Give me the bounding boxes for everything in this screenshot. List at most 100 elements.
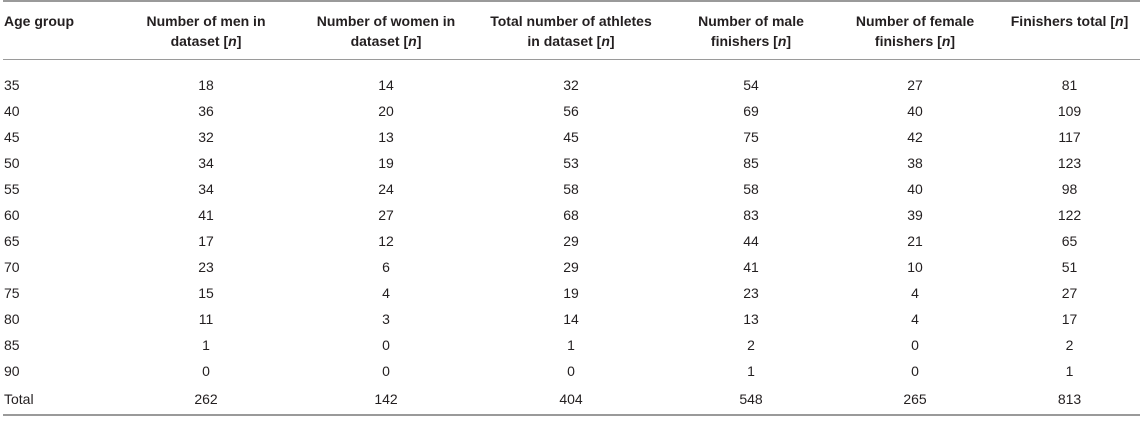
cell-men-in-dataset: 23: [198, 259, 214, 275]
header-women-in-dataset: Number of women in dataset [n]: [316, 13, 456, 49]
cell-female-finishers: 39: [907, 207, 923, 223]
cell-men-in-dataset: 262: [194, 391, 218, 407]
cell-female-finishers: 21: [907, 233, 923, 249]
cell-total-athletes: 32: [563, 77, 579, 93]
data-table: Age group Number of men in dataset [n] Nu…: [3, 0, 1140, 416]
cell-male-finishers: 23: [743, 285, 759, 301]
cell-women-in-dataset: 13: [378, 129, 394, 145]
cell-total-athletes: 29: [563, 233, 579, 249]
cell-women-in-dataset: 0: [382, 337, 390, 353]
cell-finishers-total: 65: [1061, 233, 1078, 249]
cell-men-in-dataset: 32: [198, 129, 214, 145]
table-row: 65 17 12 29 44 21 65: [3, 228, 1140, 254]
header-men-in-dataset: Number of men in dataset [n]: [146, 13, 266, 49]
cell-female-finishers: 4: [911, 285, 919, 301]
cell-age-group: 50: [4, 155, 20, 171]
cell-women-in-dataset: 27: [378, 207, 394, 223]
header-row: Age group Number of men in dataset [n] Nu…: [3, 1, 1140, 60]
cell-total-athletes: 404: [559, 391, 583, 407]
table-row: 75 15 4 19 23 4 27: [3, 280, 1140, 306]
cell-age-group: 90: [4, 363, 20, 379]
cell-finishers-total: 27: [1061, 285, 1078, 301]
cell-finishers-total: 122: [1057, 207, 1082, 223]
cell-women-in-dataset: 14: [378, 77, 394, 93]
cell-male-finishers: 13: [743, 311, 759, 327]
table-row: 60 41 27 68 83 39 122: [3, 202, 1140, 228]
cell-total-athletes: 56: [563, 103, 579, 119]
cell-age-group: 55: [4, 181, 20, 197]
cell-male-finishers: 83: [743, 207, 759, 223]
cell-men-in-dataset: 18: [198, 77, 214, 93]
cell-age-group: 70: [4, 259, 20, 275]
cell-age-group: 65: [4, 233, 20, 249]
table-row: 85 1 0 1 2 0 2: [3, 332, 1140, 358]
cell-men-in-dataset: 36: [198, 103, 214, 119]
cell-total-athletes: 1: [567, 337, 575, 353]
cell-women-in-dataset: 19: [378, 155, 394, 171]
table-row: 50 34 19 53 85 38 123: [3, 150, 1140, 176]
cell-men-in-dataset: 41: [198, 207, 214, 223]
cell-age-group: 85: [4, 337, 20, 353]
table-row: 35 18 14 32 54 27 81: [3, 72, 1140, 98]
cell-total-athletes: 19: [563, 285, 579, 301]
table-row: 55 34 24 58 58 40 98: [3, 176, 1140, 202]
cell-men-in-dataset: 11: [198, 311, 214, 327]
cell-finishers-total: 81: [1061, 77, 1078, 93]
cell-age-group: 35: [4, 77, 20, 93]
header-age-group: Age group: [4, 13, 74, 29]
cell-finishers-total: 51: [1061, 259, 1078, 275]
cell-male-finishers: 58: [743, 181, 759, 197]
header-female-finishers: Number of female finishers [n]: [855, 13, 975, 49]
table-body: 35 18 14 32 54 27 81 40 36 20 56 69 40 109 45 32 13 45 75 4…: [3, 60, 1140, 415]
cell-women-in-dataset: 0: [382, 363, 390, 379]
cell-female-finishers: 38: [907, 155, 923, 171]
cell-finishers-total: 17: [1061, 311, 1078, 327]
cell-male-finishers: 548: [739, 391, 763, 407]
cell-finishers-total: 1: [1065, 363, 1074, 379]
cell-age-group: 60: [4, 207, 20, 223]
cell-women-in-dataset: 142: [374, 391, 398, 407]
table-row: 70 23 6 29 41 10 51: [3, 254, 1140, 280]
cell-age-group: 75: [4, 285, 20, 301]
table-row-total: Total 262 142 404 548 265 813: [3, 384, 1140, 415]
header-finishers-total: Finishers total [n]: [1010, 13, 1129, 29]
cell-total-athletes: 14: [563, 311, 579, 327]
cell-male-finishers: 2: [747, 337, 755, 353]
cell-male-finishers: 1: [747, 363, 755, 379]
cell-total-athletes: 58: [563, 181, 579, 197]
cell-men-in-dataset: 0: [202, 363, 210, 379]
cell-age-group: 40: [4, 103, 20, 119]
cell-female-finishers: 42: [907, 129, 923, 145]
cell-finishers-total: 2: [1065, 337, 1074, 353]
cell-women-in-dataset: 12: [378, 233, 394, 249]
cell-finishers-total: 98: [1061, 181, 1078, 197]
cell-male-finishers: 54: [743, 77, 759, 93]
cell-men-in-dataset: 17: [198, 233, 214, 249]
cell-total-athletes: 53: [563, 155, 579, 171]
cell-male-finishers: 85: [743, 155, 759, 171]
table-row: 40 36 20 56 69 40 109: [3, 98, 1140, 124]
cell-men-in-dataset: 34: [198, 155, 214, 171]
cell-women-in-dataset: 4: [382, 285, 390, 301]
header-male-finishers: Number of male finishers [n]: [698, 13, 804, 49]
cell-finishers-total: 813: [1057, 391, 1082, 407]
cell-women-in-dataset: 6: [382, 259, 390, 275]
cell-female-finishers: 0: [911, 337, 919, 353]
table-header: Age group Number of men in dataset [n] Nu…: [3, 1, 1140, 60]
cell-male-finishers: 41: [743, 259, 759, 275]
cell-men-in-dataset: 15: [198, 285, 214, 301]
cell-male-finishers: 44: [743, 233, 759, 249]
cell-total-athletes: 45: [563, 129, 579, 145]
cell-men-in-dataset: 1: [202, 337, 210, 353]
cell-male-finishers: 69: [743, 103, 759, 119]
cell-women-in-dataset: 24: [378, 181, 394, 197]
cell-women-in-dataset: 3: [382, 311, 390, 327]
cell-age-group: 80: [4, 311, 20, 327]
cell-male-finishers: 75: [743, 129, 759, 145]
cell-female-finishers: 40: [907, 181, 923, 197]
table-row: 45 32 13 45 75 42 117: [3, 124, 1140, 150]
cell-total-athletes: 0: [567, 363, 575, 379]
cell-female-finishers: 27: [907, 77, 923, 93]
cell-female-finishers: 10: [907, 259, 923, 275]
cell-finishers-total: 109: [1057, 103, 1082, 119]
